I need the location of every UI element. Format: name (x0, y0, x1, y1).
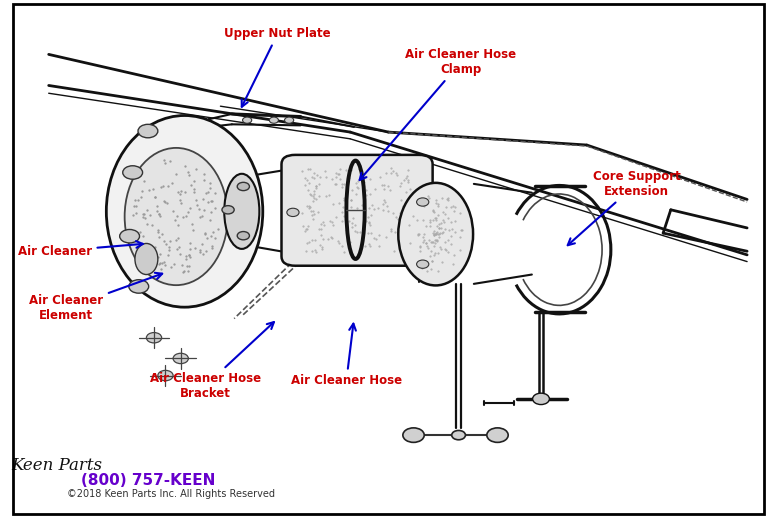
Circle shape (533, 393, 550, 405)
Text: Upper Nut Plate: Upper Nut Plate (224, 27, 331, 107)
Text: Air Cleaner
Element: Air Cleaner Element (29, 273, 162, 322)
Text: Air Cleaner Hose: Air Cleaner Hose (291, 324, 402, 387)
Circle shape (222, 206, 234, 214)
Circle shape (285, 117, 293, 123)
Circle shape (417, 260, 429, 268)
Circle shape (146, 333, 162, 343)
Circle shape (129, 280, 149, 293)
Ellipse shape (398, 183, 473, 285)
Text: Air Cleaner Hose
Clamp: Air Cleaner Hose Clamp (360, 48, 517, 180)
Text: Core Support
Extension: Core Support Extension (567, 170, 681, 245)
Ellipse shape (106, 116, 263, 307)
Circle shape (237, 232, 249, 240)
Circle shape (158, 370, 173, 381)
Circle shape (487, 428, 508, 442)
Text: ©2018 Keen Parts Inc. All Rights Reserved: ©2018 Keen Parts Inc. All Rights Reserve… (67, 488, 275, 499)
Circle shape (122, 166, 142, 179)
Text: Air Cleaner Hose
Bracket: Air Cleaner Hose Bracket (149, 322, 274, 400)
Text: (800) 757-KEEN: (800) 757-KEEN (81, 473, 215, 488)
Circle shape (173, 353, 189, 364)
Circle shape (287, 208, 299, 217)
Ellipse shape (224, 174, 259, 249)
Circle shape (417, 198, 429, 206)
Ellipse shape (125, 148, 228, 285)
Circle shape (243, 117, 252, 123)
Ellipse shape (135, 243, 158, 275)
Circle shape (237, 182, 249, 191)
Text: Keen Parts: Keen Parts (11, 457, 102, 473)
Circle shape (119, 229, 139, 243)
Circle shape (138, 124, 158, 138)
FancyBboxPatch shape (282, 155, 433, 266)
Circle shape (270, 117, 279, 123)
Circle shape (452, 430, 465, 440)
Text: Air Cleaner: Air Cleaner (18, 241, 142, 258)
Circle shape (403, 428, 424, 442)
